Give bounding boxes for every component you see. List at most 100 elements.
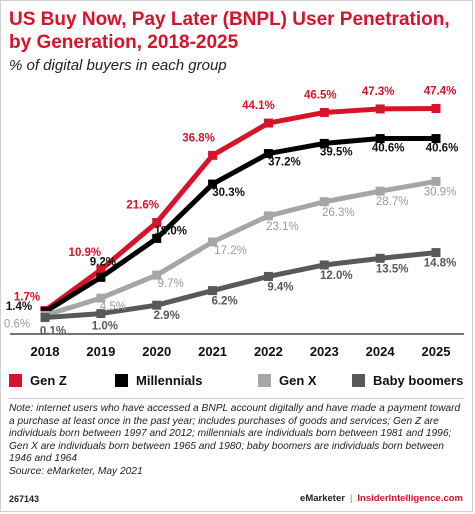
data-label-millennials-2019: 9.2%: [90, 256, 116, 268]
data-point-baby-boomers-2018: [40, 313, 50, 323]
data-point-millennials-2019: [96, 272, 106, 282]
series-line-baby-boomers: [42, 250, 439, 321]
data-point-millennials-2020: [152, 233, 162, 243]
data-point-millennials-2021: [208, 179, 218, 189]
data-point-baby-boomers-2020: [152, 300, 162, 310]
x-axis: 2018 2019 2020 2021 2022 2023 2024 2025: [10, 333, 464, 359]
data-label-gen-z-2024: 47.3%: [362, 86, 395, 98]
note-divider: [9, 398, 464, 399]
legend-item-gen-x: Gen X: [258, 373, 317, 388]
data-label-gen-x-2023: 26.3%: [322, 207, 355, 219]
legend-item-gen-z: Gen Z: [9, 373, 67, 388]
chart-subtitle: % of digital buyers in each group: [9, 57, 227, 74]
data-labels-group: 1.7% 10.9% 21.6% 36.8% 44.1% 46.5% 47.3% 47.4% 1…: [4, 85, 458, 337]
data-point-millennials-2023: [319, 138, 329, 148]
data-label-gen-z-2023: 46.5%: [304, 89, 337, 101]
series-line-gen-z: [42, 105, 439, 313]
data-label-millennials-2025: 40.6%: [426, 143, 459, 155]
x-tick-label-2018: 2018: [31, 344, 60, 359]
data-label-millennials-2023: 39.5%: [320, 146, 353, 158]
data-point-gen-x-2025: [431, 176, 441, 186]
legend-label-baby-boomers: Baby boomers: [373, 373, 464, 388]
data-label-millennials-2020: 18.0%: [154, 225, 187, 237]
legend-label-gen-x: Gen X: [279, 373, 317, 388]
brand-insider-intelligence: InsiderIntelligence.com: [357, 493, 463, 504]
data-label-gen-x-2020: 9.7%: [158, 278, 184, 290]
data-label-gen-x-2025: 30.9%: [424, 186, 457, 198]
legend-label-millennials: Millennials: [136, 373, 203, 388]
data-point-baby-boomers-2023: [319, 260, 329, 270]
data-point-baby-boomers-2024: [375, 253, 385, 263]
legend-swatch-baby-boomers: [352, 374, 365, 387]
series-line-gen-x: [42, 178, 439, 318]
data-point-baby-boomers-2021: [208, 286, 218, 296]
brand-emarketer: eMarketer: [300, 493, 345, 504]
data-label-millennials-2018: 1.4%: [6, 301, 32, 313]
data-point-gen-z-2022: [263, 118, 273, 128]
data-label-gen-x-2022: 23.1%: [266, 221, 299, 233]
data-point-gen-z-2024: [375, 104, 385, 114]
data-point-gen-x-2024: [375, 186, 385, 196]
data-label-gen-z-2020: 21.6%: [126, 200, 159, 212]
series-group: [40, 103, 441, 323]
source-text: Source: eMarketer, May 2021: [9, 465, 143, 477]
legend-swatch-gen-z: [9, 374, 22, 387]
brand-separator: |: [349, 493, 353, 504]
data-point-gen-z-2023: [319, 107, 329, 117]
data-label-millennials-2024: 40.6%: [372, 143, 405, 155]
data-label-baby-boomers-2024: 13.5%: [376, 263, 409, 275]
x-tick-label-2024: 2024: [366, 344, 396, 359]
note-text: Note: internet users who have accessed a…: [9, 403, 461, 464]
legend-swatch-gen-x: [258, 374, 271, 387]
data-label-gen-x-2019: 4.5%: [100, 301, 126, 313]
data-label-baby-boomers-2025: 14.8%: [424, 258, 457, 270]
legend-item-baby-boomers: Baby boomers: [352, 373, 463, 388]
line-chart: 2018 2019 2020 2021 2022 2023 2024 2025 1.7% 10.…: [4, 85, 464, 359]
data-label-gen-z-2025: 47.4%: [424, 85, 457, 97]
data-label-gen-z-2022: 44.1%: [242, 100, 275, 112]
data-label-gen-z-2019: 10.9%: [69, 247, 102, 259]
footer-brand: eMarketer | InsiderIntelligence.com: [300, 493, 463, 504]
footnote: Note: internet users who have accessed a…: [9, 403, 467, 478]
data-point-millennials-2025: [431, 134, 441, 144]
legend-item-millennials: Millennials: [115, 373, 202, 388]
data-point-gen-z-2025: [431, 103, 441, 113]
data-point-millennials-2022: [263, 149, 273, 159]
data-label-gen-x-2021: 17.2%: [214, 245, 247, 257]
data-label-baby-boomers-2023: 12.0%: [320, 270, 353, 282]
legend-swatch-millennials: [115, 374, 128, 387]
data-point-gen-x-2023: [319, 197, 329, 207]
data-point-gen-z-2019: [96, 265, 106, 275]
legend-label-gen-z: Gen Z: [30, 373, 67, 388]
x-tick-label-2023: 2023: [310, 344, 339, 359]
data-label-gen-z-2021: 36.8%: [182, 132, 215, 144]
data-label-millennials-2022: 37.2%: [268, 157, 301, 169]
data-point-gen-z-2020: [152, 218, 162, 228]
data-point-gen-x-2019: [96, 293, 106, 303]
legend: Gen Z Millennials Gen X Baby boomers: [9, 373, 469, 391]
data-point-baby-boomers-2019: [96, 309, 106, 319]
x-tick-label-2025: 2025: [422, 344, 451, 359]
x-tick-label-2021: 2021: [198, 344, 227, 359]
data-point-millennials-2024: [375, 134, 385, 144]
data-label-gen-z-2018: 1.7%: [14, 291, 40, 303]
data-point-gen-x-2022: [263, 211, 273, 221]
x-tick-label-2022: 2022: [254, 344, 283, 359]
data-point-baby-boomers-2025: [431, 248, 441, 258]
data-point-gen-x-2020: [152, 270, 162, 280]
chart-id: 267143: [9, 494, 40, 504]
data-label-gen-x-2024: 28.7%: [376, 196, 409, 208]
data-label-baby-boomers-2018: 0.1%: [40, 326, 66, 338]
x-tick-label-2019: 2019: [86, 344, 115, 359]
data-label-baby-boomers-2021: 6.2%: [211, 296, 237, 308]
data-label-gen-x-2018: 0.6%: [4, 318, 30, 330]
data-label-baby-boomers-2019: 1.0%: [92, 321, 118, 333]
data-label-baby-boomers-2022: 9.4%: [267, 281, 293, 293]
series-line-millennials: [42, 136, 439, 315]
data-label-millennials-2021: 30.3%: [212, 187, 245, 199]
chart-title: US Buy Now, Pay Later (BNPL) User Penetr…: [9, 9, 450, 53]
x-tick-label-2020: 2020: [142, 344, 171, 359]
data-point-baby-boomers-2022: [263, 271, 273, 281]
data-label-baby-boomers-2020: 2.9%: [154, 310, 180, 322]
